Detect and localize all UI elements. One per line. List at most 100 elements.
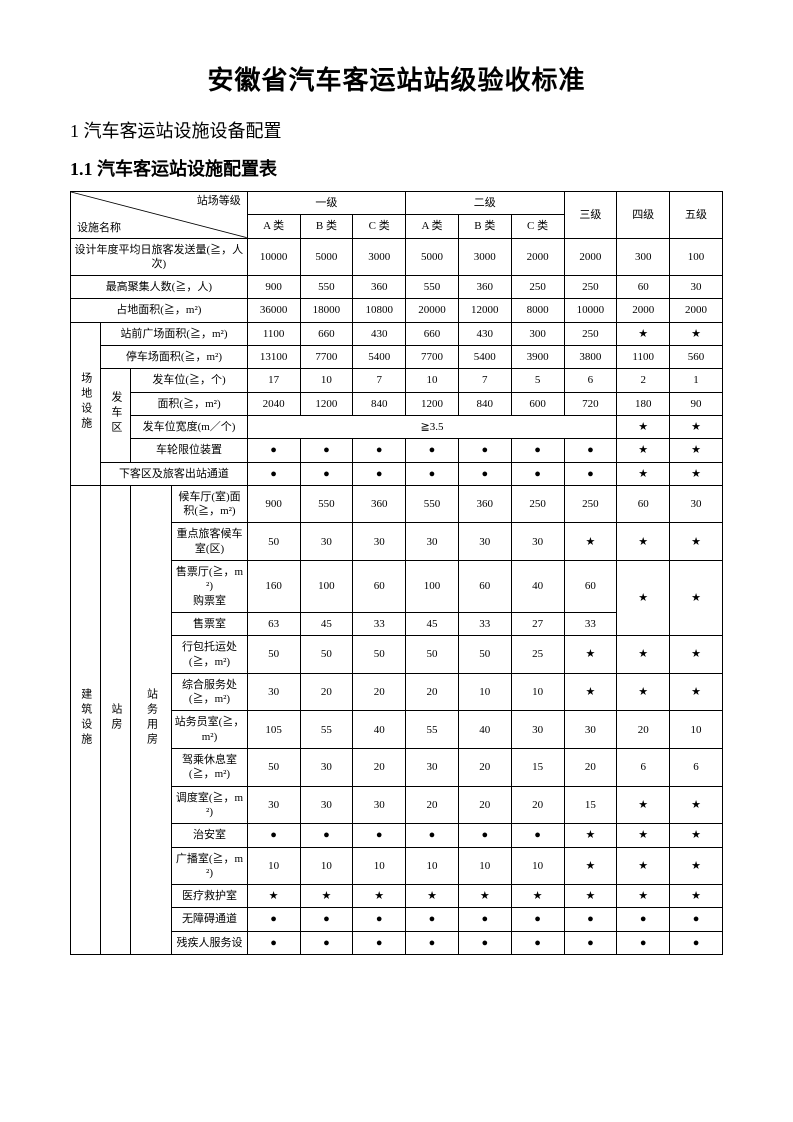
page-title: 安徽省汽车客运站站级验收标准	[70, 60, 723, 97]
cell: 360	[458, 485, 511, 523]
category-building-facilities: 建筑设施	[71, 485, 101, 954]
cell: 430	[353, 322, 406, 345]
cell: 250	[511, 276, 564, 299]
cell: 300	[511, 322, 564, 345]
cell: 10	[406, 847, 459, 885]
cell: ●	[247, 908, 300, 931]
cell: ★	[511, 885, 564, 908]
cell: 250	[564, 276, 617, 299]
cell: 90	[670, 392, 723, 415]
cell: ★	[617, 561, 670, 636]
cell: ●	[458, 462, 511, 485]
row-label: 站前广场面积(≧，m²)	[101, 322, 248, 345]
section-1-1-heading: 1.1 汽车客运站设施配置表	[70, 155, 723, 181]
cell: 17	[247, 369, 300, 392]
cell: ●	[458, 908, 511, 931]
cell: 50	[247, 749, 300, 787]
cell: 30	[670, 485, 723, 523]
cell: 2	[617, 369, 670, 392]
cell: 300	[617, 238, 670, 276]
row-label: 发车位宽度(m／个)	[131, 415, 247, 438]
cell: 25	[511, 636, 564, 674]
cell: 15	[564, 786, 617, 824]
cell: ●	[247, 439, 300, 462]
cell: 45	[300, 612, 353, 635]
cell: ★	[670, 824, 723, 847]
cell: ★	[670, 462, 723, 485]
cell: 50	[247, 523, 300, 561]
cell: ●	[300, 908, 353, 931]
cell: 1200	[406, 392, 459, 415]
table-row: 停车场面积(≧，m²) 1310077005400770054003900380…	[71, 346, 723, 369]
cell: ●	[353, 931, 406, 954]
cell: 5400	[353, 346, 406, 369]
table-row: 占地面积(≧，m²) 36000180001080020000120008000…	[71, 299, 723, 322]
cell: 660	[300, 322, 353, 345]
cell: 100	[670, 238, 723, 276]
cell: 30	[300, 749, 353, 787]
cell: 7	[353, 369, 406, 392]
row-label: 车轮限位装置	[131, 439, 247, 462]
cell: 5	[511, 369, 564, 392]
cell: 20	[353, 673, 406, 711]
cell: 30	[511, 523, 564, 561]
cell: 550	[300, 276, 353, 299]
cell: 840	[458, 392, 511, 415]
cell: ★	[617, 636, 670, 674]
category-site-facilities: 场地设施	[71, 322, 101, 485]
cell: 6	[617, 749, 670, 787]
cell: 10	[300, 369, 353, 392]
cell: 33	[564, 612, 617, 635]
header-row-1: 站场等级 设施名称 一级 二级 三级 四级 五级	[71, 192, 723, 215]
header-level-3: 三级	[564, 192, 617, 239]
cell: ★	[617, 523, 670, 561]
row-label: 重点旅客候车室(区)	[172, 523, 247, 561]
cell: ★	[670, 847, 723, 885]
cell: 5400	[458, 346, 511, 369]
cell: 10	[406, 369, 459, 392]
cell: 7700	[406, 346, 459, 369]
cell: 1	[670, 369, 723, 392]
cell: 2040	[247, 392, 300, 415]
cell: ★	[617, 885, 670, 908]
subcategory-departure-area: 发车区	[101, 369, 131, 462]
cell: 50	[247, 636, 300, 674]
cell: ★	[617, 462, 670, 485]
cell: ★	[617, 415, 670, 438]
cell: ●	[247, 931, 300, 954]
cell: ★	[353, 885, 406, 908]
cell: 60	[617, 485, 670, 523]
cell: 60	[353, 561, 406, 613]
cell: 50	[406, 636, 459, 674]
row-label: 医疗救护室	[172, 885, 247, 908]
cell: 10	[458, 847, 511, 885]
header-diagonal-cell: 站场等级 设施名称	[71, 192, 248, 239]
cell: ★	[617, 673, 670, 711]
cell: 20	[300, 673, 353, 711]
cell: ●	[511, 931, 564, 954]
cell: 10800	[353, 299, 406, 322]
section-1-heading: 1 汽车客运站设施设备配置	[70, 117, 723, 143]
cell: 2000	[564, 238, 617, 276]
cell: 30	[458, 523, 511, 561]
cell: 10	[353, 847, 406, 885]
cell: 30	[300, 523, 353, 561]
cell: 10	[458, 673, 511, 711]
row-label: 无障碍通道	[172, 908, 247, 931]
row-label: 残疾人服务设	[172, 931, 247, 954]
cell: 20	[511, 786, 564, 824]
header-1a: A 类	[247, 215, 300, 238]
cell: 7700	[300, 346, 353, 369]
cell: ●	[353, 824, 406, 847]
cell: ●	[353, 908, 406, 931]
cell: 105	[247, 711, 300, 749]
header-2c: C 类	[511, 215, 564, 238]
cell: ●	[300, 824, 353, 847]
cell: 550	[300, 485, 353, 523]
cell: ★	[564, 824, 617, 847]
cell: 660	[406, 322, 459, 345]
cell: ●	[617, 931, 670, 954]
cell: 10000	[247, 238, 300, 276]
cell: ★	[617, 439, 670, 462]
subcategory-station-building: 站房	[101, 485, 131, 954]
